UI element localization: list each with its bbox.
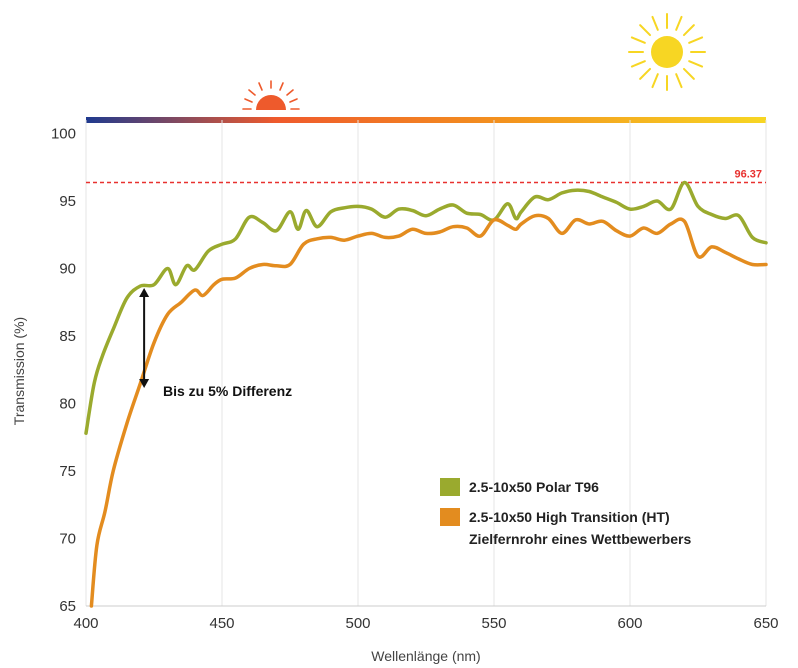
sun-icon [628, 13, 706, 91]
y-axis-title: Transmission (%) [11, 317, 27, 425]
series-line-competitor-ht [89, 213, 768, 608]
sun-ray [630, 60, 646, 68]
x-tick-label: 500 [345, 615, 370, 632]
y-tick-label: 95 [59, 193, 76, 210]
sun-ray [639, 24, 652, 37]
y-tick-label: 85 [59, 328, 76, 345]
y-tick-label: 75 [59, 463, 76, 480]
x-tick-label: 450 [209, 615, 234, 632]
sun-ray [651, 15, 659, 31]
x-tick-label: 400 [73, 615, 98, 632]
legend: 2.5-10x50 Polar T96 2.5-10x50 High Trans… [440, 478, 691, 547]
x-tick-labels: 400 450 500 550 600 650 [73, 615, 778, 632]
y-tick-label: 70 [59, 531, 76, 548]
legend-swatch-polar [440, 478, 460, 496]
legend-swatch-competitor [440, 508, 460, 526]
reference-line-group: 96.37 [86, 169, 766, 184]
difference-arrow-head-down [139, 379, 150, 388]
sun-ray [688, 36, 704, 44]
y-tick-label: 65 [59, 598, 76, 615]
y-tick-label: 90 [59, 261, 76, 278]
grid [85, 120, 767, 606]
sun-ray [639, 67, 652, 80]
sun-ray [682, 24, 695, 37]
series-group [84, 180, 768, 608]
legend-label-competitor-line1: 2.5-10x50 High Transition (HT) [469, 509, 670, 525]
x-axis-title: Wellenlänge (nm) [371, 648, 480, 664]
sunrise-icon [242, 80, 300, 110]
reference-line-label: 96.37 [734, 169, 762, 181]
sun-ray [682, 67, 695, 80]
sun-ray [651, 73, 659, 89]
legend-label-polar: 2.5-10x50 Polar T96 [469, 479, 599, 495]
difference-arrow-head-up [139, 288, 150, 298]
x-tick-label: 600 [617, 615, 642, 632]
daylight-gradient-bar [86, 117, 766, 123]
sun-ray [688, 60, 704, 68]
series-line-polar-t96 [84, 180, 768, 435]
x-tick-label: 650 [753, 615, 778, 632]
sun-ray [630, 36, 646, 44]
difference-annotation-label: Bis zu 5% Differenz [163, 383, 292, 399]
y-tick-labels: 65 70 75 80 85 90 95 100 [51, 126, 76, 616]
x-tick-label: 550 [481, 615, 506, 632]
difference-annotation: Bis zu 5% Differenz [139, 288, 292, 399]
y-tick-label: 80 [59, 396, 76, 413]
y-tick-label: 100 [51, 126, 76, 143]
sun-ray [675, 73, 683, 89]
legend-label-competitor-line2: Zielfernrohr eines Wettbewerbers [469, 531, 691, 547]
sun-ray [675, 15, 683, 31]
